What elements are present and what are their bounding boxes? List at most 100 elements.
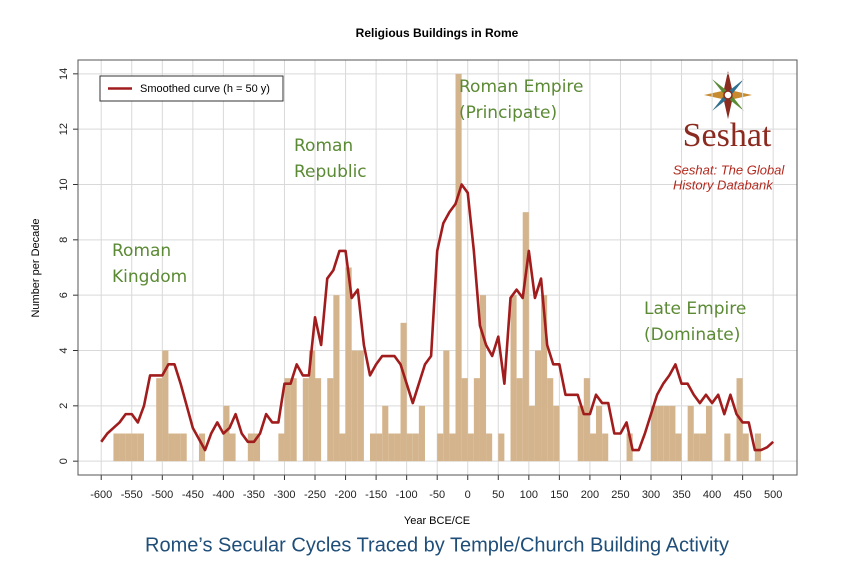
bar	[498, 433, 505, 462]
bar	[253, 433, 261, 462]
chart-title: Religious Buildings in Rome	[356, 26, 519, 40]
x-tick-label: -250	[304, 489, 326, 501]
y-tick-label: 0	[58, 458, 70, 464]
plot-frame	[77, 59, 798, 476]
x-tick-label: 400	[703, 489, 721, 501]
x-tick-label: 450	[733, 489, 751, 501]
x-tick-label: 50	[492, 489, 504, 501]
bar	[657, 405, 664, 462]
bar	[577, 405, 584, 462]
bar	[596, 405, 603, 462]
bar	[541, 295, 548, 462]
bar	[663, 405, 670, 462]
x-tick-label: 500	[764, 489, 782, 501]
bar	[699, 433, 706, 462]
x-tick-label: -400	[212, 489, 234, 501]
bar	[742, 433, 749, 462]
bar	[357, 350, 364, 462]
bar	[705, 405, 713, 462]
logo-subtitle: History Databank	[673, 177, 774, 192]
bar	[687, 405, 694, 462]
bar	[528, 405, 535, 462]
bar	[339, 433, 346, 462]
bar	[418, 405, 425, 462]
bar	[137, 433, 144, 462]
bar	[724, 433, 731, 462]
y-tick-label: 12	[58, 123, 70, 135]
annotation: (Dominate)	[644, 325, 740, 345]
annotation: (Principate)	[459, 103, 557, 123]
bar	[223, 405, 230, 462]
bar	[553, 405, 560, 462]
bar	[345, 267, 352, 462]
x-tick-label: -50	[429, 489, 445, 501]
bar	[229, 433, 236, 462]
x-tick-label: -300	[273, 489, 295, 501]
bar	[486, 433, 493, 462]
annotation: Roman	[294, 136, 353, 156]
bar	[302, 378, 309, 462]
y-tick-label: 6	[58, 292, 70, 298]
bar	[675, 433, 682, 462]
bar	[290, 378, 297, 462]
bar	[467, 433, 474, 462]
annotation: Republic	[294, 162, 367, 182]
x-tick-label: 100	[520, 489, 538, 501]
bar	[376, 433, 383, 462]
x-tick-label: 0	[465, 489, 471, 501]
bar	[400, 322, 407, 462]
bar	[388, 433, 395, 462]
bar	[351, 350, 358, 462]
smoothed-line	[100, 183, 775, 452]
bar	[516, 378, 523, 462]
bar	[626, 433, 633, 462]
bar	[602, 433, 609, 462]
caption: Rome’s Secular Cycles Traced by Temple/C…	[145, 534, 729, 556]
y-tick-label: 2	[58, 403, 70, 409]
x-tick-label: -600	[90, 489, 112, 501]
bar	[284, 378, 291, 462]
annotation: Kingdom	[112, 267, 187, 287]
bar	[162, 350, 169, 462]
bar	[443, 350, 450, 462]
bar	[669, 405, 676, 462]
bar	[308, 350, 316, 462]
bar	[547, 378, 554, 462]
x-tick-label: 350	[672, 489, 690, 501]
bar	[119, 433, 126, 462]
bar	[583, 378, 590, 462]
y-axis-label: Number per Decade	[30, 218, 42, 317]
y-tick-label: 10	[58, 178, 70, 190]
x-tick-label: -350	[243, 489, 265, 501]
bar	[247, 433, 254, 462]
logo-name: Seshat	[683, 117, 772, 154]
bar	[522, 212, 529, 462]
x-tick-label: -150	[365, 489, 387, 501]
x-tick-label: 300	[642, 489, 660, 501]
bar	[278, 433, 285, 462]
x-axis-label: Year BCE/CE	[404, 515, 470, 527]
bar	[461, 378, 468, 462]
bar	[406, 433, 413, 462]
x-tick-label: -100	[396, 489, 418, 501]
legend: Smoothed curve (h = 50 y)	[99, 75, 284, 102]
x-tick-label: -450	[182, 489, 204, 501]
y-tick-label: 14	[58, 68, 70, 80]
x-tick-label: -200	[335, 489, 357, 501]
bar	[412, 433, 419, 462]
bar	[510, 295, 517, 462]
x-tick-label: 200	[581, 489, 599, 501]
logo-subtitle: Seshat: The Global	[673, 162, 785, 177]
bar	[449, 433, 456, 462]
y-tick-label: 4	[58, 347, 70, 353]
bar	[693, 433, 700, 462]
annotation: Late Empire	[644, 299, 746, 319]
logo-icon	[704, 71, 752, 119]
bar	[174, 433, 181, 462]
x-tick-label: -550	[121, 489, 143, 501]
bar	[198, 433, 206, 462]
bar	[754, 433, 761, 462]
bar	[437, 433, 444, 462]
bar	[125, 433, 132, 462]
